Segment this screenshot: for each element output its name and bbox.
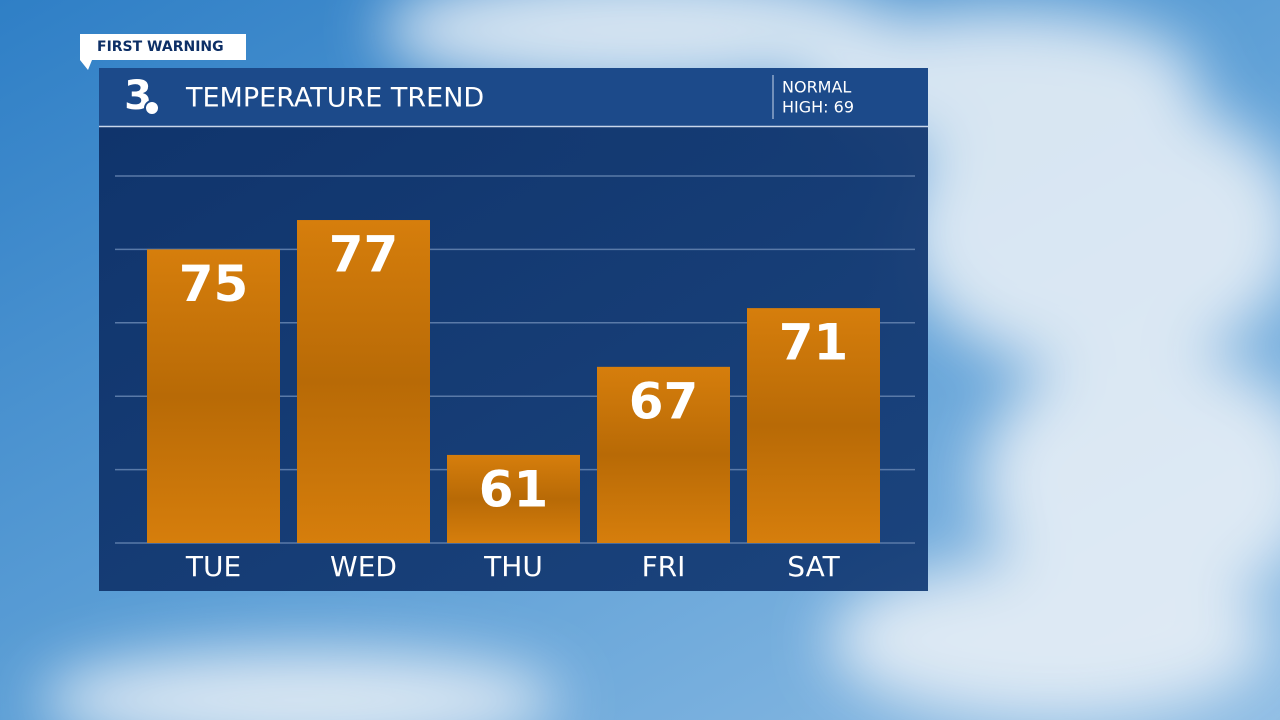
x-tick-label: TUE [185, 550, 241, 583]
annotation: HIGH: 69 [782, 98, 854, 117]
x-tick-label: SAT [787, 550, 840, 583]
value-label: 75 [179, 255, 249, 313]
bar [597, 366, 730, 543]
bar [297, 220, 430, 544]
chart-title: TEMPERATURE TREND [185, 83, 484, 114]
x-tick-label: WED [330, 550, 397, 583]
x-tick-label: FRI [642, 550, 686, 583]
bar [147, 249, 280, 543]
badge: FIRST WARNING [97, 39, 224, 55]
annotation: NORMAL [782, 78, 851, 97]
badge-bg [80, 34, 246, 70]
value-label: 77 [329, 226, 399, 284]
bar [747, 308, 880, 543]
value-label: 71 [779, 314, 849, 372]
header-bar [99, 68, 928, 126]
value-label: 67 [629, 372, 699, 430]
logo-eye [144, 100, 160, 116]
bar [447, 454, 580, 543]
x-tick-label: THU [483, 550, 543, 583]
value-label: 61 [479, 460, 549, 518]
